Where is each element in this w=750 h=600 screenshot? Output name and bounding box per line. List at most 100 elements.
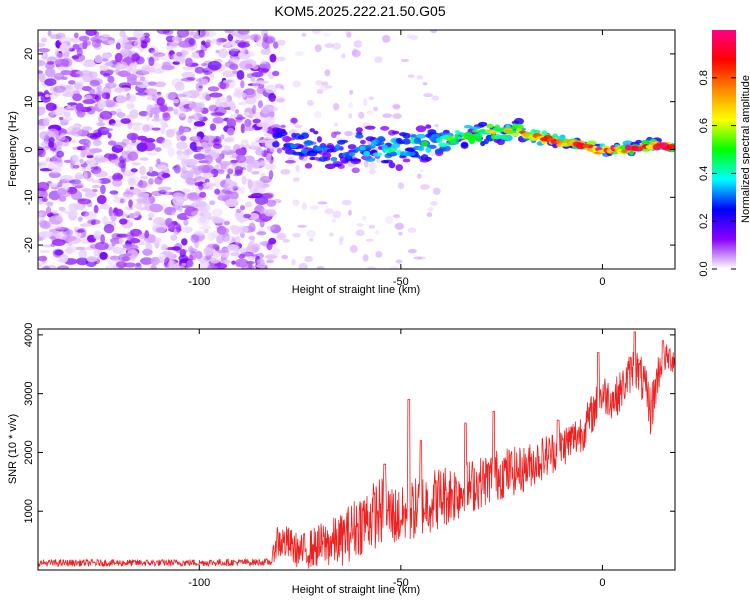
spectrogram-blob	[183, 128, 189, 132]
spectrogram-blob	[122, 243, 133, 249]
spectrogram-ridge-blob	[413, 137, 422, 145]
spectrogram-blob	[176, 51, 183, 57]
spectrogram-blob	[59, 132, 66, 141]
spectrogram-blob	[280, 85, 285, 90]
spectrogram-blob	[361, 215, 367, 221]
spectrogram-blob	[353, 40, 363, 48]
spectrogram-blob	[349, 244, 358, 253]
spectrogram-blob	[188, 102, 202, 110]
spectrogram-blob	[338, 237, 343, 246]
spectrogram-blob	[309, 237, 314, 242]
spectrogram-blob	[96, 157, 109, 163]
spectrogram-y-tick-label: 10	[23, 96, 35, 108]
spectrogram-blob	[107, 132, 112, 139]
spectrogram-blob	[171, 246, 181, 251]
spectrogram-blob	[52, 209, 58, 215]
spectrogram-blob	[70, 155, 79, 165]
spectrogram-blob	[221, 149, 236, 155]
spectrogram-ridge-blob	[417, 145, 425, 152]
spectrogram-blob	[160, 125, 166, 135]
spectrogram-blob	[132, 81, 143, 86]
spectrogram-blob	[368, 96, 374, 101]
spectrogram-blob	[49, 34, 62, 40]
spectrogram-blob	[127, 177, 136, 186]
spectrogram-blob	[321, 81, 329, 87]
spectrogram-blob	[54, 58, 68, 67]
spectrogram-blob	[86, 151, 96, 155]
spectrogram-blob	[148, 178, 154, 185]
spectrogram-blob	[74, 174, 85, 180]
spectrogram-blob	[186, 260, 194, 268]
spectrogram-blob	[294, 50, 304, 57]
spectrogram-blob	[223, 259, 231, 264]
spectrogram-blob	[158, 252, 165, 261]
spectrogram-ridge-blob	[371, 139, 377, 147]
spectrogram-blob	[38, 162, 42, 167]
spectrogram-blob	[220, 163, 227, 170]
spectrogram-ridge-blob	[666, 143, 675, 150]
spectrogram-blob	[216, 234, 224, 244]
spectrogram-blob	[82, 99, 96, 105]
spectrogram-blob	[251, 170, 260, 175]
spectrogram-ridge-blob	[309, 128, 315, 133]
spectrogram-blob	[204, 154, 213, 165]
spectrogram-y-ticks: -20 -10 0 10 20	[23, 48, 675, 253]
spectrogram-blob	[292, 232, 301, 238]
spectrogram-blob	[314, 44, 322, 53]
spectrogram-blob	[198, 203, 211, 213]
spectrogram-ridge-blob	[635, 139, 643, 144]
spectrogram-blob	[145, 112, 151, 122]
spectrogram-ridge-blob	[359, 145, 367, 151]
spectrogram-blob	[140, 175, 149, 180]
spectrogram-ridge-blob	[391, 130, 400, 135]
spectrogram-blob	[430, 30, 438, 34]
spectrogram-blob	[68, 202, 79, 212]
spectrogram-blob	[188, 38, 195, 46]
spectrogram-ridge-blob	[470, 126, 481, 130]
spectrogram-blob	[161, 172, 171, 179]
spectrogram-blob	[325, 85, 333, 89]
spectrogram-ridge-blob	[298, 144, 304, 149]
spectrogram-blob	[99, 251, 108, 260]
spectrogram-blob	[301, 202, 307, 211]
spectrogram-blob	[295, 164, 300, 172]
spectrogram-blob	[105, 82, 117, 89]
spectrogram-blob	[99, 65, 109, 71]
spectrogram-blob	[194, 66, 205, 74]
spectrogram-blob	[201, 78, 209, 85]
spectrogram-blob	[147, 81, 157, 86]
spectrogram-y-tick-label: 0	[23, 146, 35, 152]
spectrogram-blob	[170, 234, 178, 241]
spectrogram-blob	[398, 231, 403, 236]
spectrogram-blob	[44, 78, 57, 86]
spectrogram-blob	[261, 30, 269, 39]
spectrogram-blob	[216, 38, 223, 46]
spectrogram-ridge-blob	[334, 131, 342, 135]
spectrogram-blob	[217, 189, 231, 199]
spectrogram-blob	[110, 159, 120, 164]
spectrogram-blob	[237, 42, 250, 48]
spectrogram-blob	[134, 202, 143, 210]
spectrogram-x-tick-label: -50	[393, 276, 409, 288]
spectrogram-blob	[348, 102, 354, 108]
spectrogram-blob	[50, 225, 62, 230]
spectrogram-blob	[73, 32, 79, 39]
spectrogram-blob	[227, 33, 234, 42]
spectrogram-blob	[162, 112, 171, 122]
spectrogram-blob	[432, 187, 441, 195]
colorbar-scale	[712, 30, 736, 269]
spectrogram-ridge-blob	[330, 157, 338, 162]
spectrogram-blob	[314, 110, 322, 119]
spectrogram-ridge-blob	[490, 133, 497, 140]
spectrogram-blob	[111, 174, 117, 181]
spectrogram-blob	[93, 170, 108, 178]
spectrogram-blob	[317, 201, 328, 205]
spectrogram-blob	[235, 148, 246, 156]
spectrogram-marks	[38, 30, 675, 269]
spectrogram-blob	[182, 149, 193, 156]
spectrogram-blob	[257, 68, 270, 73]
spectrogram-blob	[188, 245, 194, 254]
spectrogram-blob	[235, 36, 240, 44]
spectrogram-blob	[185, 57, 193, 67]
